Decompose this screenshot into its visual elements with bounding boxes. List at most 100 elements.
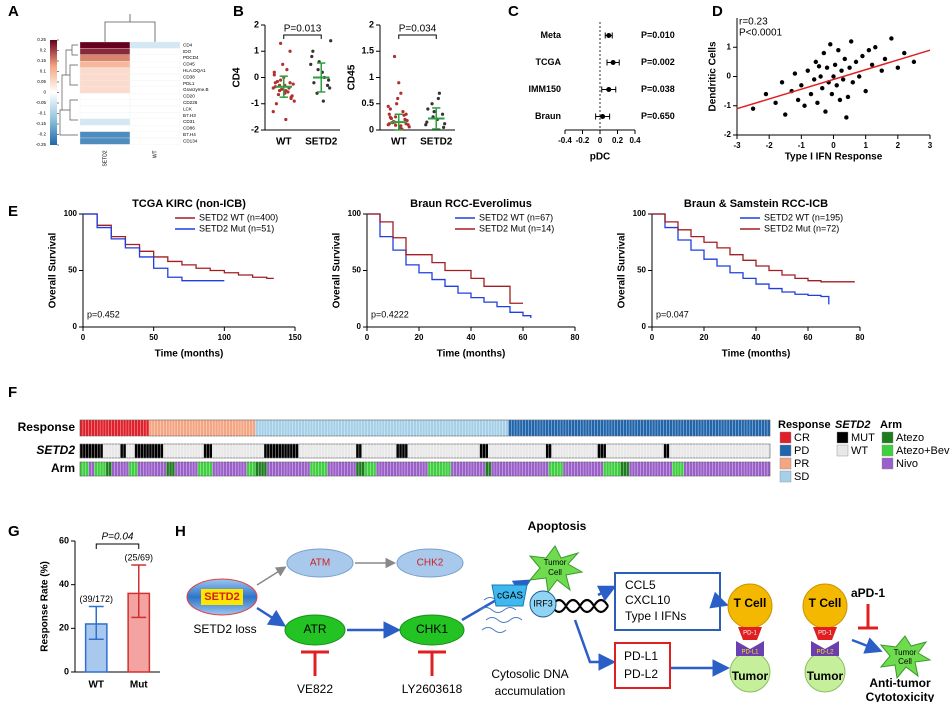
- data-point: [328, 86, 332, 90]
- drug-label: VE822: [297, 682, 333, 696]
- node-label: Tumor: [807, 669, 844, 683]
- data-point: [404, 112, 408, 116]
- survival-curve: [367, 213, 532, 318]
- node-label: PD-1: [818, 631, 832, 637]
- legend-label: PD: [794, 445, 809, 457]
- arrow: [256, 566, 287, 586]
- annotation: P=0.034: [399, 24, 437, 35]
- data-point: [426, 107, 430, 111]
- oncoprint-run: [508, 420, 770, 436]
- data-point: [792, 71, 798, 76]
- chk1-node: [399, 614, 465, 646]
- legend-label: WT: [851, 445, 868, 457]
- y-tick-label: 100: [348, 209, 362, 218]
- y-tick-label: -2: [724, 130, 732, 139]
- data-point: [750, 106, 756, 111]
- x-tick-label: 150: [288, 333, 302, 342]
- data-point: [273, 81, 277, 85]
- y-tick-label: 0: [73, 322, 78, 331]
- heatmap-cell: [79, 54, 131, 62]
- ligand-label: PD-L1: [624, 649, 658, 663]
- panel-label: D: [712, 3, 723, 20]
- data-point: [824, 65, 830, 70]
- data-point: [329, 39, 333, 43]
- pd1: [738, 627, 762, 640]
- annotation: P<0.0001: [739, 28, 783, 39]
- data-point: [288, 49, 292, 53]
- data-point: [325, 83, 330, 87]
- node-label: Cell: [548, 568, 562, 577]
- data-point: [882, 56, 888, 62]
- data-point: [839, 68, 844, 73]
- data-point: [284, 117, 288, 122]
- heatmap-row-label: CD226: [183, 100, 198, 105]
- x-tick-label: 1: [863, 141, 868, 150]
- colorbar-tick-label: -0.15: [36, 121, 47, 126]
- heatmap-row-label: B7.H3: [183, 113, 196, 118]
- dna-helix: [551, 598, 609, 614]
- heatmap-cell: [129, 131, 181, 139]
- data-point: [795, 97, 801, 103]
- data-point: [386, 104, 390, 108]
- data-point: [799, 83, 804, 88]
- annotation: P=0.013: [284, 24, 322, 35]
- node-label: Cell: [898, 657, 912, 666]
- data-point: [424, 123, 428, 127]
- legend-swatch: [881, 457, 894, 470]
- x-axis-label: Time (months): [437, 349, 506, 360]
- data-point: [440, 112, 445, 116]
- colorbar-tick-label: -0.25: [36, 142, 47, 147]
- heatmap-cell: [129, 41, 181, 49]
- node-label: Tumor: [544, 558, 567, 567]
- x-tick-label: 0.4: [629, 136, 641, 145]
- data-point: [443, 122, 447, 126]
- legend-swatch: [836, 444, 849, 457]
- colorbar-tick-label: 0.25: [37, 37, 46, 42]
- heatmap-cell: [129, 125, 181, 132]
- ligand-box: [614, 642, 671, 689]
- data-point: [860, 53, 865, 59]
- oncoprint-run: [669, 444, 770, 458]
- row-label: SETD2: [36, 443, 75, 457]
- y-tick-label: 0: [727, 72, 732, 81]
- heatmap-column-label: SETD2: [102, 150, 108, 166]
- legend-label: MUT: [851, 432, 875, 444]
- node-label: ATM: [310, 558, 330, 569]
- legend-label: Atezo+Bev: [896, 445, 950, 457]
- cytokine-box: [614, 572, 721, 631]
- legend-swatch: [836, 431, 849, 444]
- data-point: [848, 39, 854, 44]
- node-label: Tumor: [894, 648, 917, 657]
- legend-swatch: [779, 470, 792, 483]
- legend-swatch: [779, 457, 792, 470]
- data-point: [399, 124, 403, 128]
- data-point: [430, 102, 434, 106]
- data-point: [840, 77, 846, 82]
- x-tick-label: SETD2: [420, 137, 453, 148]
- data-point: [271, 110, 275, 114]
- cgas-node: [491, 584, 528, 607]
- colorbar-tick-label: 0.15: [37, 58, 46, 63]
- data-point: [285, 68, 289, 72]
- annotation: p=0.047: [656, 309, 689, 319]
- heatmap-row-label: CD4: [183, 42, 193, 47]
- colorbar-tick-label: 0.2: [40, 48, 47, 53]
- y-tick-label: 1: [727, 42, 732, 51]
- y-axis-label: Overall Survival: [617, 232, 628, 308]
- heatmap-row-label: CD20: [183, 94, 195, 99]
- y-tick-label: 0: [64, 666, 69, 676]
- data-point: [396, 96, 400, 101]
- data-point: [387, 122, 391, 126]
- data-point: [309, 62, 313, 66]
- legend-swatch: [779, 444, 792, 457]
- row-dendrogram: [59, 44, 78, 136]
- heatmap-cell: [79, 48, 131, 55]
- arrow: [256, 606, 287, 627]
- chart-title: Braun RCC-Everolimus: [410, 198, 532, 210]
- y-tick-label: 1.5: [361, 46, 374, 56]
- legend-label: SETD2 Mut (n=72): [764, 223, 839, 233]
- data-point: [272, 73, 276, 77]
- annotation: P=0.04: [102, 532, 134, 543]
- heatmap-cell: [79, 67, 131, 75]
- y-tick-label: 1: [254, 46, 259, 56]
